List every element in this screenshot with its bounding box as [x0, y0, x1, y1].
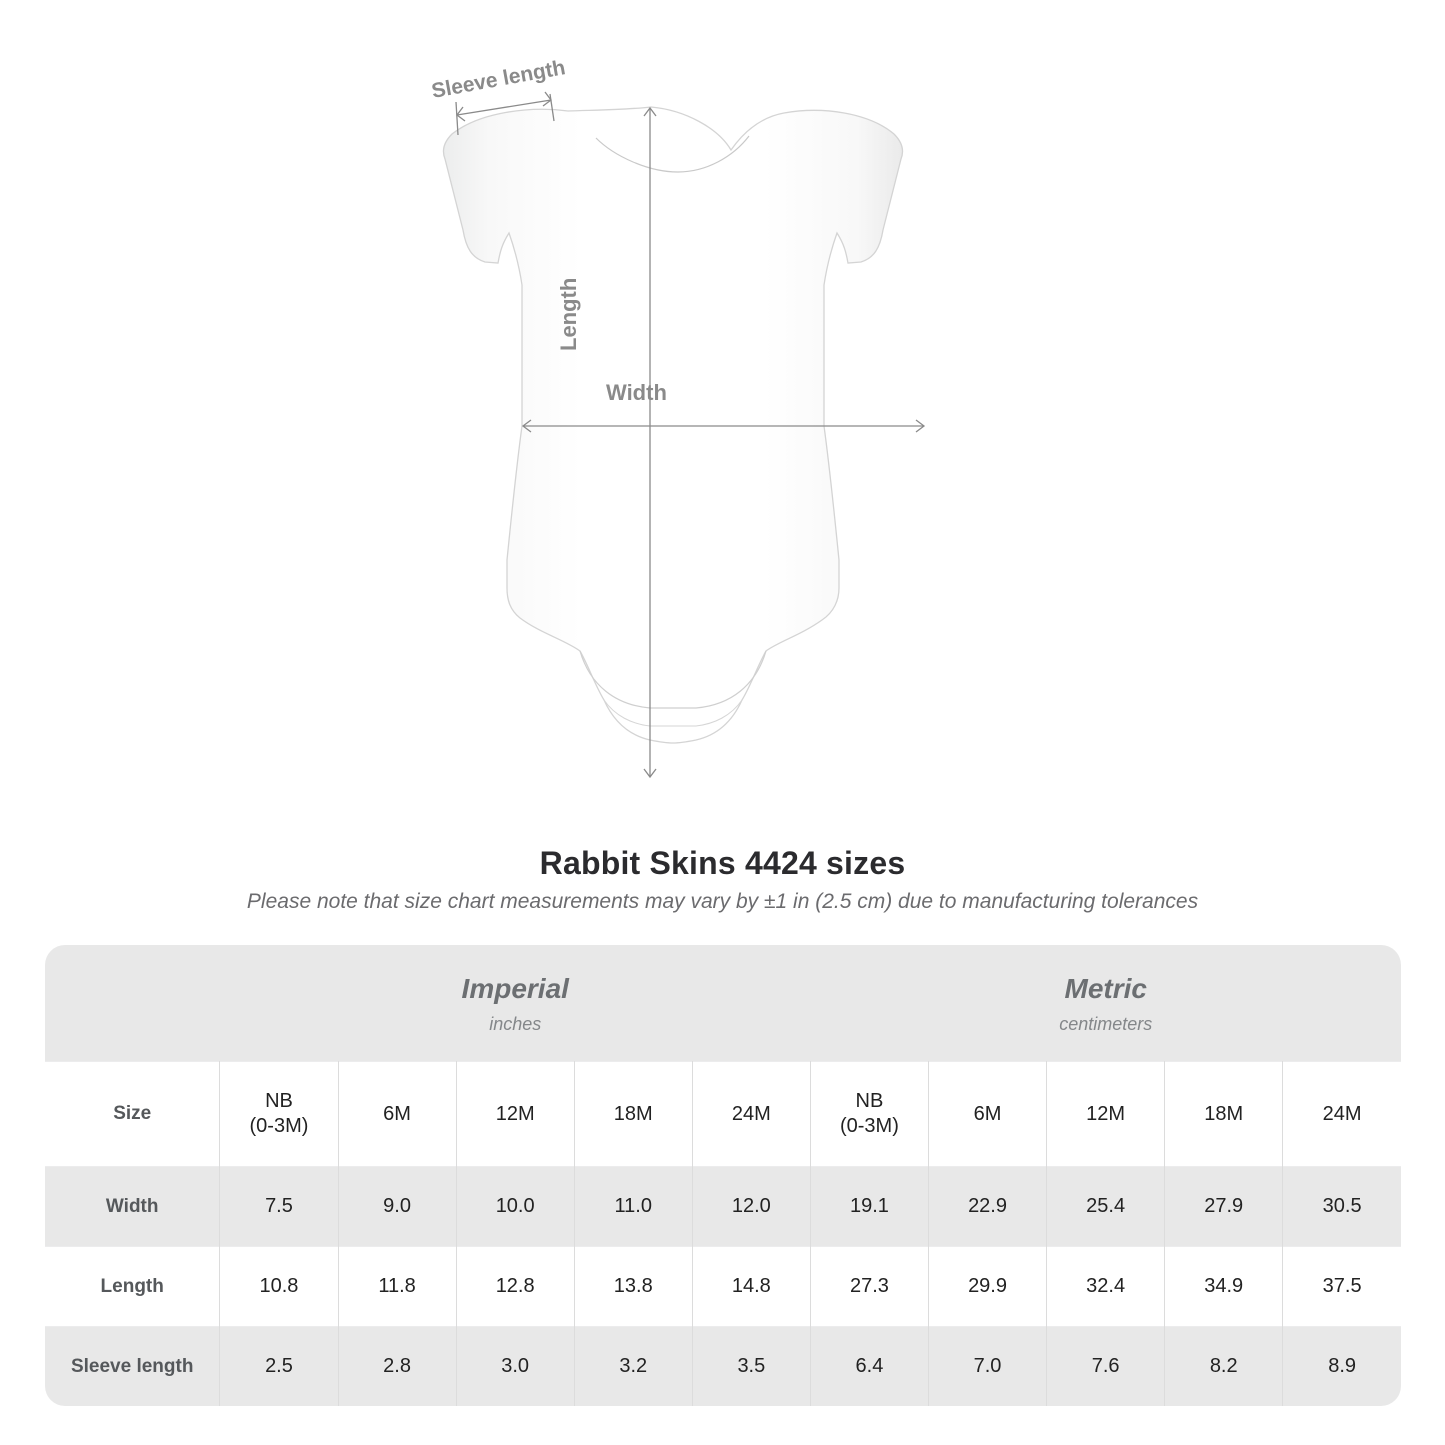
svg-text:Width: Width [606, 380, 667, 405]
svg-text:Length: Length [556, 278, 581, 351]
svg-text:Sleeve length: Sleeve length [430, 56, 567, 103]
